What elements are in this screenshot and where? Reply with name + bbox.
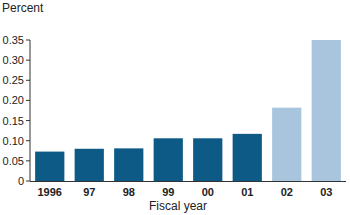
- y-tick-label: 0.30: [3, 54, 24, 66]
- y-axis-line: [30, 40, 31, 181]
- bar: [193, 138, 222, 181]
- y-tick-label: 0: [18, 175, 24, 187]
- bar: [233, 134, 262, 181]
- x-tick-label: 03: [320, 186, 332, 198]
- bars: [35, 40, 341, 181]
- y-tick: [26, 80, 30, 81]
- y-tick: [26, 181, 30, 182]
- y-ticks: 0 0.05 0.10 0.15 0.20 0.25 0.30 0.35: [3, 34, 30, 187]
- x-tick-label: 99: [162, 186, 174, 198]
- x-tick-label: 1996: [38, 186, 62, 198]
- x-tick-label: 97: [83, 186, 95, 198]
- chart-svg: Percent 0 0.05 0.10 0.15 0.20 0.25 0.30 0.35 1996…: [0, 0, 350, 215]
- y-tick-label: 0.35: [3, 34, 24, 46]
- bar: [272, 108, 301, 181]
- y-tick-label: 0.15: [3, 115, 24, 127]
- y-tick: [26, 160, 30, 161]
- x-axis-line: [30, 181, 346, 182]
- bar: [35, 152, 64, 181]
- x-tick-label: 02: [281, 186, 293, 198]
- y-tick: [26, 120, 30, 121]
- y-tick: [26, 40, 30, 41]
- bar: [154, 138, 183, 181]
- y-tick-label: 0.05: [3, 155, 24, 167]
- y-tick-label: 0.10: [3, 135, 24, 147]
- bar: [312, 40, 341, 181]
- bar: [75, 149, 104, 181]
- x-tick-label: 00: [202, 186, 214, 198]
- x-axis-label: Fiscal year: [149, 199, 207, 213]
- x-tick-labels: 1996 97 98 99 00 01 02 03: [38, 186, 333, 198]
- y-axis-label: Percent: [2, 1, 44, 15]
- x-tick-label: 98: [123, 186, 135, 198]
- chart-container: Percent 0 0.05 0.10 0.15 0.20 0.25 0.30 0.35 1996…: [0, 0, 350, 215]
- bar: [114, 148, 143, 181]
- y-tick-label: 0.25: [3, 74, 24, 86]
- y-tick: [26, 60, 30, 61]
- y-tick-label: 0.20: [3, 94, 24, 106]
- y-tick: [26, 140, 30, 141]
- y-tick: [26, 100, 30, 101]
- x-tick-label: 01: [241, 186, 253, 198]
